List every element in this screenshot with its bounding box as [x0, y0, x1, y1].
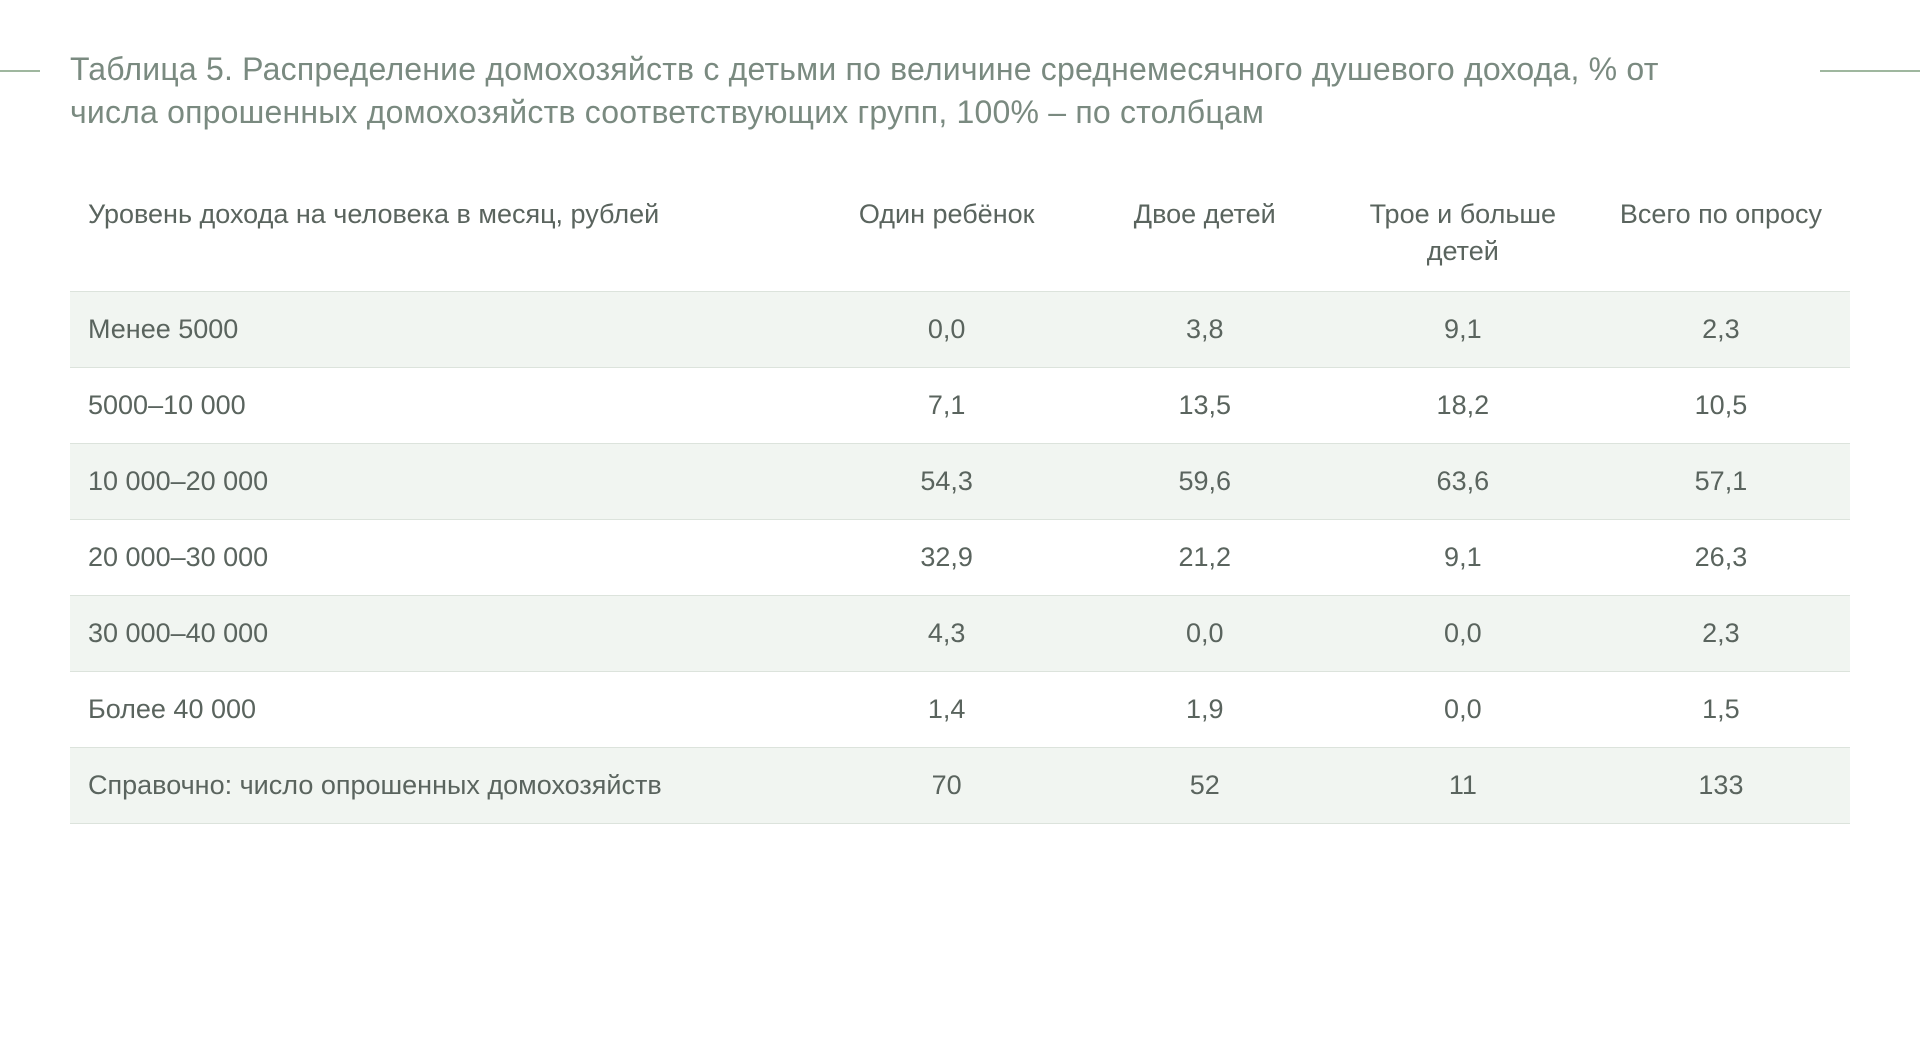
cell: 0,0 — [1334, 596, 1592, 672]
cell: 26,3 — [1592, 520, 1850, 596]
table-row: Менее 5000 0,0 3,8 9,1 2,3 — [70, 292, 1850, 368]
col-header-total: Всего по опросу — [1592, 174, 1850, 291]
col-header-three-plus: Трое и больше детей — [1334, 174, 1592, 291]
cell: 9,1 — [1334, 292, 1592, 368]
table-row: 30 000–40 000 4,3 0,0 0,0 2,3 — [70, 596, 1850, 672]
cell: 4,3 — [818, 596, 1076, 672]
col-header-one-child: Один ребёнок — [818, 174, 1076, 291]
title-rule-right — [1820, 70, 1920, 72]
table-row: 10 000–20 000 54,3 59,6 63,6 57,1 — [70, 444, 1850, 520]
cell: 13,5 — [1076, 368, 1334, 444]
cell: 1,9 — [1076, 672, 1334, 748]
cell: 3,8 — [1076, 292, 1334, 368]
row-label: Более 40 000 — [70, 672, 818, 748]
cell: 0,0 — [1334, 672, 1592, 748]
cell: 2,3 — [1592, 292, 1850, 368]
cell: 0,0 — [1076, 596, 1334, 672]
cell: 133 — [1592, 748, 1850, 824]
row-label: Справочно: число опрошенных домохозяйств — [70, 748, 818, 824]
cell: 7,1 — [818, 368, 1076, 444]
cell: 54,3 — [818, 444, 1076, 520]
content: Таблица 5. Распределение домохозяйств с … — [70, 48, 1850, 824]
cell: 1,4 — [818, 672, 1076, 748]
title-rule-left — [0, 70, 40, 72]
table-header-row: Уровень дохода на человека в месяц, рубл… — [70, 174, 1850, 291]
table-row: 20 000–30 000 32,9 21,2 9,1 26,3 — [70, 520, 1850, 596]
row-label: 20 000–30 000 — [70, 520, 818, 596]
cell: 11 — [1334, 748, 1592, 824]
cell: 0,0 — [818, 292, 1076, 368]
cell: 57,1 — [1592, 444, 1850, 520]
col-header-two-children: Двое детей — [1076, 174, 1334, 291]
row-label: 30 000–40 000 — [70, 596, 818, 672]
cell: 70 — [818, 748, 1076, 824]
cell: 10,5 — [1592, 368, 1850, 444]
cell: 2,3 — [1592, 596, 1850, 672]
table-row: Справочно: число опрошенных домохозяйств… — [70, 748, 1850, 824]
cell: 52 — [1076, 748, 1334, 824]
table-row: Более 40 000 1,4 1,9 0,0 1,5 — [70, 672, 1850, 748]
col-header-label: Уровень дохода на человека в месяц, рубл… — [70, 174, 818, 291]
row-label: Менее 5000 — [70, 292, 818, 368]
cell: 32,9 — [818, 520, 1076, 596]
table-title: Таблица 5. Распределение домохозяйств с … — [70, 48, 1710, 134]
page: Таблица 5. Распределение домохозяйств с … — [0, 0, 1920, 824]
cell: 63,6 — [1334, 444, 1592, 520]
cell: 18,2 — [1334, 368, 1592, 444]
table-row: 5000–10 000 7,1 13,5 18,2 10,5 — [70, 368, 1850, 444]
row-label: 5000–10 000 — [70, 368, 818, 444]
cell: 59,6 — [1076, 444, 1334, 520]
row-label: 10 000–20 000 — [70, 444, 818, 520]
income-distribution-table: Уровень дохода на человека в месяц, рубл… — [70, 174, 1850, 824]
cell: 21,2 — [1076, 520, 1334, 596]
cell: 1,5 — [1592, 672, 1850, 748]
cell: 9,1 — [1334, 520, 1592, 596]
